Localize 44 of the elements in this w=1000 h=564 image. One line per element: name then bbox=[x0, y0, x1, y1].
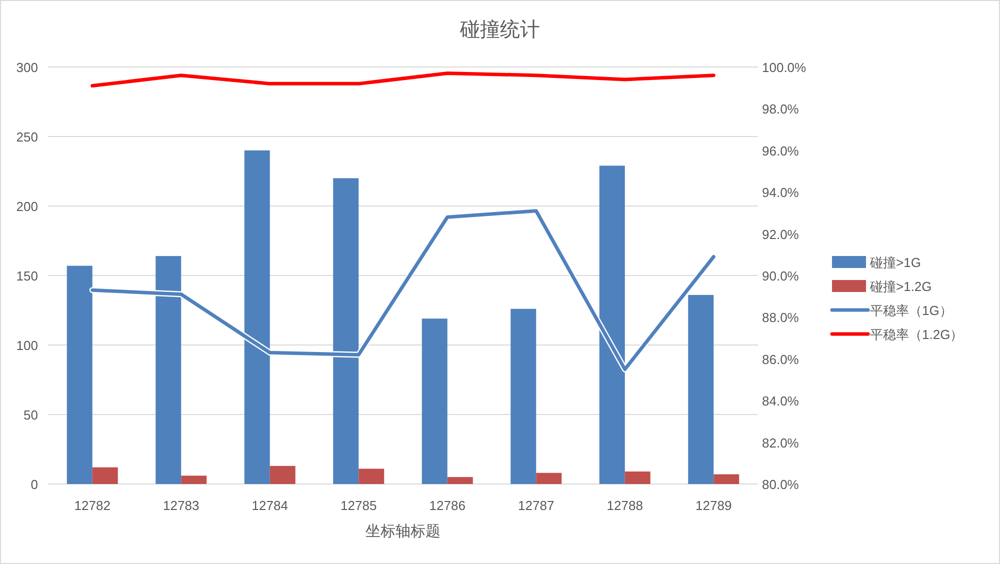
x-tick-label: 12786 bbox=[429, 498, 466, 513]
y2-tick-label: 100.0% bbox=[762, 60, 807, 75]
bar bbox=[422, 318, 448, 484]
bar bbox=[447, 477, 473, 484]
x-tick-label: 12785 bbox=[340, 498, 377, 513]
line-series bbox=[90, 72, 716, 88]
y2-tick-label: 86.0% bbox=[762, 352, 800, 367]
y2-tick-label: 80.0% bbox=[762, 477, 800, 492]
y-tick-label: 100 bbox=[16, 338, 38, 353]
y2-tick-label: 84.0% bbox=[762, 394, 800, 409]
y-tick-label: 200 bbox=[16, 199, 38, 214]
y2-tick-label: 98.0% bbox=[762, 102, 800, 117]
x-tick-label: 12789 bbox=[696, 498, 732, 513]
y2-tick-label: 94.0% bbox=[762, 185, 800, 200]
bar bbox=[181, 476, 207, 484]
y2-tick-label: 96.0% bbox=[762, 143, 800, 158]
y2-tick-label: 90.0% bbox=[762, 268, 800, 284]
y2-tick-label: 82.0% bbox=[762, 435, 800, 450]
bar bbox=[688, 294, 714, 484]
legend-label: 平稳率（1.2G） bbox=[870, 327, 964, 342]
bar bbox=[358, 468, 384, 484]
bar bbox=[536, 472, 562, 484]
x-tick-label: 12788 bbox=[606, 498, 643, 513]
chart-title: 碰撞统计 bbox=[459, 19, 540, 41]
legend-label: 碰撞>1.2G bbox=[869, 279, 932, 294]
x-axis-title: 坐标轴标题 bbox=[366, 523, 440, 540]
y-tick-label: 0 bbox=[30, 477, 38, 492]
legend-label: 平稳率（1G） bbox=[870, 303, 952, 318]
x-tick-label: 12783 bbox=[163, 498, 200, 513]
x-tick-label: 12784 bbox=[252, 498, 288, 513]
x-tick-label: 12787 bbox=[518, 498, 554, 513]
bar bbox=[92, 467, 118, 484]
y-tick-label: 250 bbox=[16, 130, 38, 144]
bar bbox=[624, 471, 650, 484]
legend-label: 碰撞>1G bbox=[869, 255, 921, 270]
y2-tick-label: 92.0% bbox=[762, 226, 800, 242]
bar bbox=[270, 466, 296, 484]
x-tick-label: 12782 bbox=[74, 498, 110, 513]
y-tick-label: 300 bbox=[16, 60, 38, 75]
y-tick-label: 50 bbox=[24, 408, 38, 422]
bar bbox=[714, 474, 740, 484]
y-tick-label: 150 bbox=[16, 268, 38, 284]
y2-tick-label: 88.0% bbox=[762, 310, 800, 326]
bar bbox=[510, 308, 536, 484]
